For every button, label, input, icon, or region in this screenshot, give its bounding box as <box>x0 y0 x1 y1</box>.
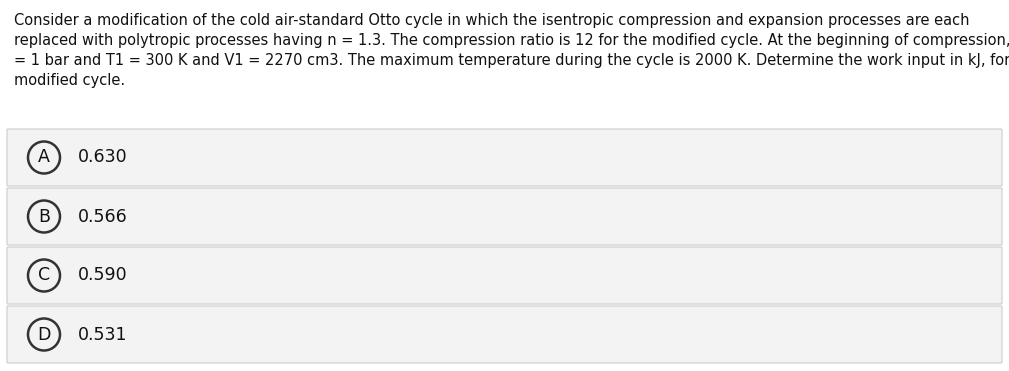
Text: 0.630: 0.630 <box>78 148 127 167</box>
Text: B: B <box>38 207 50 226</box>
Text: 0.531: 0.531 <box>78 325 127 344</box>
Text: Consider a modification of the cold air-standard Otto cycle in which the isentro: Consider a modification of the cold air-… <box>14 13 970 27</box>
Text: 0.566: 0.566 <box>78 207 128 226</box>
FancyBboxPatch shape <box>7 188 1002 245</box>
Text: D: D <box>37 325 50 344</box>
FancyBboxPatch shape <box>7 247 1002 304</box>
FancyBboxPatch shape <box>7 306 1002 363</box>
Text: C: C <box>38 266 50 285</box>
Text: modified cycle.: modified cycle. <box>14 72 125 88</box>
Text: A: A <box>38 148 49 167</box>
FancyBboxPatch shape <box>7 129 1002 186</box>
Text: = 1 bar and T1 = 300 K and V1 = 2270 cm3. The maximum temperature during the cyc: = 1 bar and T1 = 300 K and V1 = 2270 cm3… <box>14 53 1009 68</box>
Text: 0.590: 0.590 <box>78 266 127 285</box>
Text: replaced with polytropic processes having n = 1.3. The compression ratio is 12 f: replaced with polytropic processes havin… <box>14 33 1009 47</box>
